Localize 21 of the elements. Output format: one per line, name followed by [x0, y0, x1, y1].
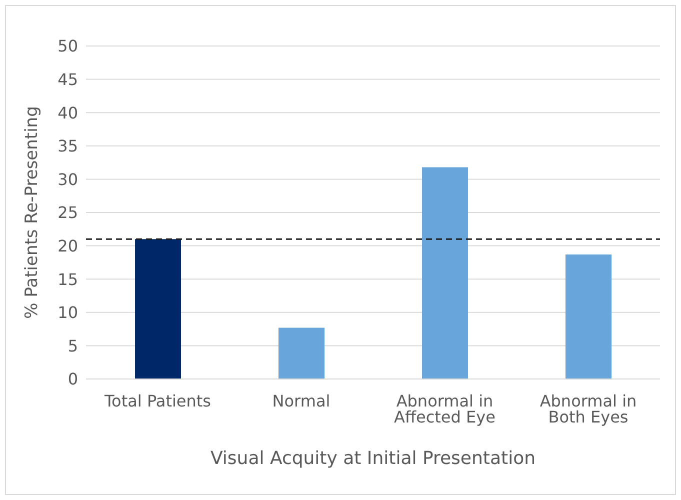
y-tick-label: 40	[58, 103, 78, 122]
bar	[422, 167, 468, 379]
x-tick-label: Normal	[272, 391, 330, 410]
y-tick-label: 0	[68, 370, 78, 389]
y-axis-title: % Patients Re-Presenting	[22, 106, 42, 319]
y-tick-label: 50	[58, 36, 78, 56]
bar	[566, 254, 612, 379]
y-tick-label: 45	[58, 70, 78, 89]
y-tick-label: 5	[68, 336, 78, 356]
y-tick-label: 35	[58, 136, 78, 156]
bar	[278, 328, 324, 379]
y-tick-label: 25	[58, 203, 78, 222]
y-tick-label: 30	[58, 170, 78, 189]
x-tick-label: Total Patients	[104, 391, 211, 410]
x-axis-title: Visual Acquity at Initial Presentation	[210, 448, 536, 469]
x-tick-label: Abnormal in Both Eyes	[540, 391, 637, 426]
x-tick-label: Abnormal in Affected Eye	[394, 391, 496, 426]
y-tick-label: 15	[58, 270, 78, 289]
y-tick-label: 20	[58, 236, 78, 256]
y-tick-label: 10	[58, 303, 78, 322]
bar	[135, 239, 181, 379]
